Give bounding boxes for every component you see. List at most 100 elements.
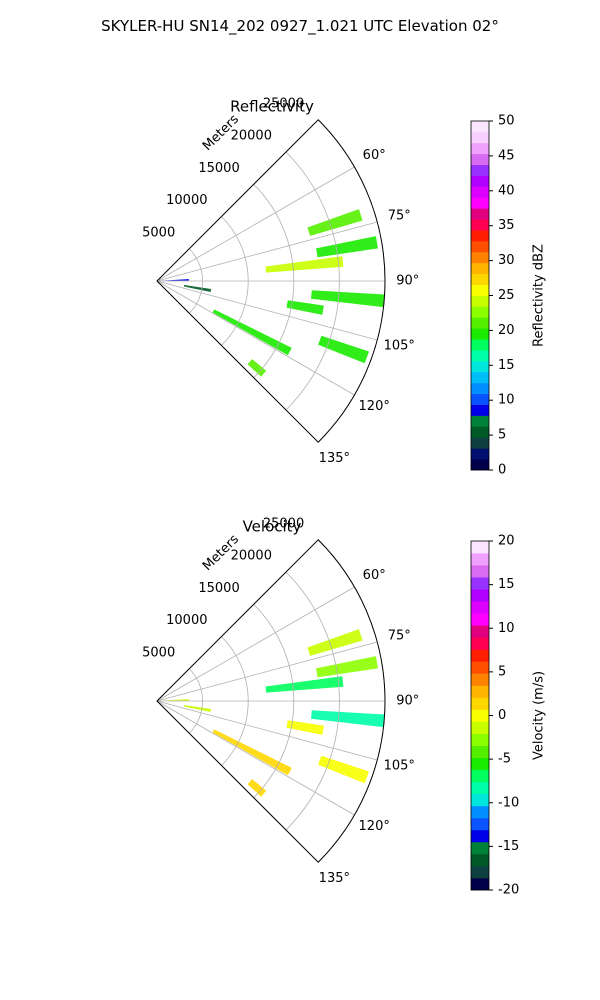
colorbar-swatch (471, 284, 489, 296)
colorbar-swatch (471, 853, 489, 867)
echo-mark (307, 629, 363, 656)
colorbar-swatch (471, 371, 489, 384)
azimuth-tick-label: 120° (359, 399, 390, 414)
azimuth-gridline (156, 641, 378, 702)
colorbar-swatch (471, 817, 489, 831)
colorbar-swatch (471, 273, 489, 285)
echo-mark (161, 279, 189, 281)
colorbar-swatch (471, 625, 489, 638)
colorbar-tick-label: 0 (498, 463, 506, 478)
colorbar-swatch (471, 793, 489, 807)
echo-mark (311, 290, 385, 308)
range-tick-label: 5000 (142, 225, 175, 240)
azimuth-tick-label: 120° (359, 819, 390, 834)
sector-frame (156, 539, 386, 863)
echo-mark (286, 720, 324, 735)
echo-mark (265, 676, 344, 693)
echo-mark (311, 710, 385, 728)
colorbar-swatch (471, 186, 489, 198)
colorbar-swatch (471, 153, 489, 166)
azimuth-tick-label: 135° (319, 871, 350, 886)
colorbar-swatch (471, 142, 489, 155)
colorbar-swatch (471, 164, 489, 176)
colorbar-swatch (471, 565, 489, 578)
echo-mark (247, 359, 267, 377)
colorbar-swatch (471, 781, 489, 795)
colorbar-swatch (471, 637, 489, 650)
colorbar-tick-label: 25 (498, 288, 515, 303)
colorbar-swatch (471, 339, 489, 351)
azimuth-tick-label: 60° (363, 568, 386, 583)
colorbar-tick-label: 5 (498, 664, 506, 679)
azimuth-gridline (156, 586, 355, 702)
azimuth-gridline (156, 280, 355, 396)
colorbar-swatch (471, 251, 489, 264)
colorbar-tick-label: 35 (498, 218, 515, 233)
colorbar-swatch (471, 661, 489, 674)
colorbar-swatch (471, 197, 489, 209)
azimuth-tick-label: 105° (384, 338, 415, 353)
colorbar-tick-label: 5 (498, 428, 506, 443)
colorbar-tick-label: 50 (498, 114, 515, 129)
colorbar-tick-label: 20 (498, 323, 515, 338)
colorbar-swatch (471, 673, 489, 686)
colorbar-swatch (471, 697, 489, 710)
range-tick-label: 20000 (231, 549, 272, 564)
colorbar-tick-label: 20 (498, 534, 515, 549)
colorbar-swatch (471, 709, 489, 722)
reflectivity-panel: Reflectivity500010000150002000025000Mete… (142, 96, 546, 477)
azimuth-tick-label: 135° (319, 451, 350, 466)
colorbar-swatch (471, 877, 489, 891)
range-tick-label: 15000 (198, 161, 239, 176)
colorbar-swatch (471, 721, 489, 734)
colorbar-tick-label: 30 (498, 253, 515, 268)
echo-mark (183, 285, 212, 292)
colorbar-tick-label: -20 (498, 883, 519, 898)
colorbar-tick-label: 40 (498, 183, 515, 198)
echo-mark (212, 729, 292, 776)
azimuth-gridline (156, 700, 378, 761)
echo-mark (247, 779, 267, 797)
colorbar-swatch (471, 306, 489, 318)
colorbar-swatch (471, 769, 489, 783)
azimuth-tick-label: 105° (384, 758, 415, 773)
range-tick-label: 25000 (263, 516, 304, 531)
echo-mark (265, 256, 344, 273)
range-tick-label: 20000 (231, 129, 272, 144)
echo-mark (161, 699, 189, 701)
colorbar-swatch (471, 404, 489, 416)
echo-mark (318, 755, 369, 784)
range-tick-label: 25000 (263, 96, 304, 111)
colorbar-swatch (471, 805, 489, 819)
echo-mark (183, 705, 212, 712)
colorbar-swatch (471, 240, 489, 253)
colorbar-swatch (471, 415, 489, 427)
azimuth-tick-label: 75° (388, 629, 411, 644)
colorbar-label: Reflectivity dBZ (532, 244, 547, 347)
colorbar-swatch (471, 733, 489, 746)
azimuth-gridline (156, 280, 378, 341)
colorbar-swatch (471, 437, 489, 449)
colorbar-swatch (471, 382, 489, 395)
echo-mark (286, 300, 324, 315)
colorbar-swatch (471, 131, 489, 144)
colorbar-swatch (471, 577, 489, 590)
range-tick-label: 10000 (166, 613, 207, 628)
colorbar-swatch (471, 685, 489, 698)
colorbar-swatch (471, 541, 489, 554)
echo-mark (212, 309, 292, 356)
colorbar-swatch (471, 649, 489, 662)
azimuth-gridline (156, 166, 355, 282)
colorbar-swatch (471, 350, 489, 362)
colorbar-swatch (471, 829, 489, 843)
range-tick-label: 15000 (198, 581, 239, 596)
colorbar-swatch (471, 360, 489, 373)
azimuth-gridline (156, 221, 378, 282)
azimuth-tick-label: 75° (388, 209, 411, 224)
colorbar-tick-label: -5 (498, 752, 511, 767)
colorbar-swatch (471, 317, 489, 329)
colorbar-swatch (471, 613, 489, 626)
panel-title: Reflectivity (230, 98, 314, 116)
colorbar-swatch (471, 393, 489, 405)
